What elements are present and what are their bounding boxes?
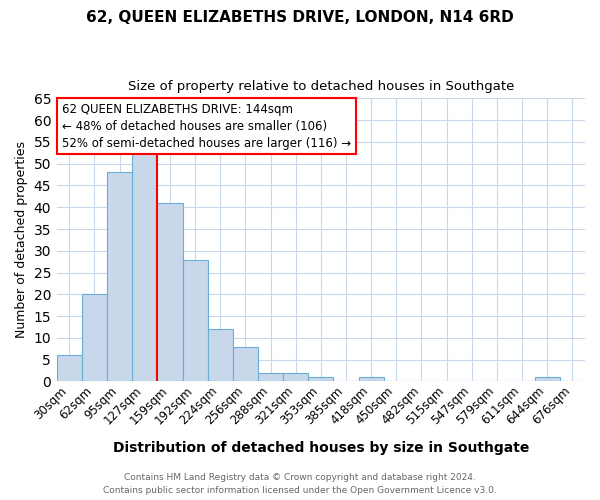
Bar — [258, 373, 283, 382]
Text: 62 QUEEN ELIZABETHS DRIVE: 144sqm
← 48% of detached houses are smaller (106)
52%: 62 QUEEN ELIZABETHS DRIVE: 144sqm ← 48% … — [62, 102, 351, 150]
Y-axis label: Number of detached properties: Number of detached properties — [15, 142, 28, 338]
Text: 62, QUEEN ELIZABETHS DRIVE, LONDON, N14 6RD: 62, QUEEN ELIZABETHS DRIVE, LONDON, N14 … — [86, 10, 514, 25]
Bar — [82, 294, 107, 382]
Bar — [283, 373, 308, 382]
Bar — [308, 377, 334, 382]
Bar — [208, 329, 233, 382]
Text: Contains HM Land Registry data © Crown copyright and database right 2024.
Contai: Contains HM Land Registry data © Crown c… — [103, 474, 497, 495]
X-axis label: Distribution of detached houses by size in Southgate: Distribution of detached houses by size … — [113, 441, 529, 455]
Title: Size of property relative to detached houses in Southgate: Size of property relative to detached ho… — [128, 80, 514, 93]
Bar — [359, 377, 384, 382]
Bar — [107, 172, 132, 382]
Bar — [182, 260, 208, 382]
Bar — [57, 356, 82, 382]
Bar — [233, 346, 258, 382]
Bar — [132, 150, 157, 382]
Bar — [157, 203, 182, 382]
Bar — [535, 377, 560, 382]
